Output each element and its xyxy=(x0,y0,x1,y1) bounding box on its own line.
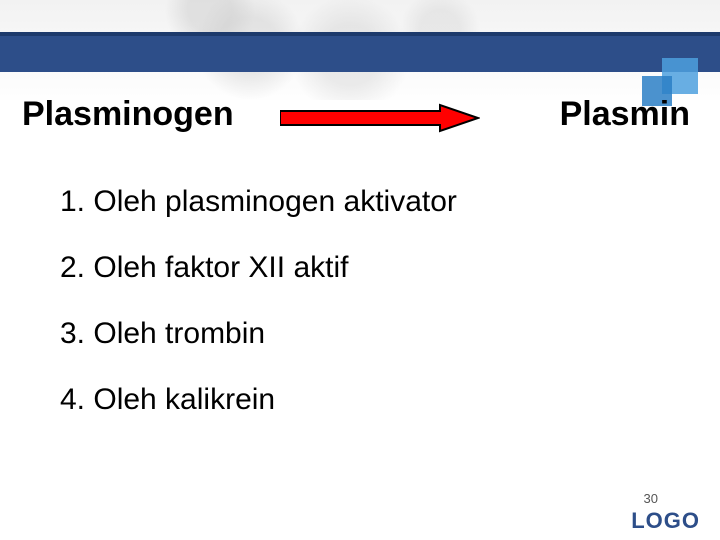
slide: Plasminogen Plasmin 1. Oleh plasminogen … xyxy=(0,0,720,540)
arrow-icon xyxy=(280,103,480,133)
heading-right: Plasmin xyxy=(560,95,690,134)
list-item: 2. Oleh faktor XII aktif xyxy=(60,251,660,285)
title-bar-top-edge xyxy=(0,32,720,36)
list-item: 1. Oleh plasminogen aktivator xyxy=(60,185,660,219)
list-item: 3. Oleh trombin xyxy=(60,317,660,351)
heading-row: Plasminogen Plasmin xyxy=(0,95,720,155)
title-bar-rect xyxy=(0,32,720,72)
page-number: 30 xyxy=(644,491,658,506)
arrow-shape xyxy=(280,105,478,131)
conversion-arrow xyxy=(280,103,480,133)
title-bar xyxy=(0,32,720,72)
activator-list: 1. Oleh plasminogen aktivator 2. Oleh fa… xyxy=(60,185,660,449)
list-item: 4. Oleh kalikrein xyxy=(60,383,660,417)
title-bar-shape xyxy=(0,32,720,72)
logo-text: LOGO xyxy=(631,508,700,533)
heading-left: Plasminogen xyxy=(22,95,234,134)
footer: LOGO xyxy=(631,508,700,534)
